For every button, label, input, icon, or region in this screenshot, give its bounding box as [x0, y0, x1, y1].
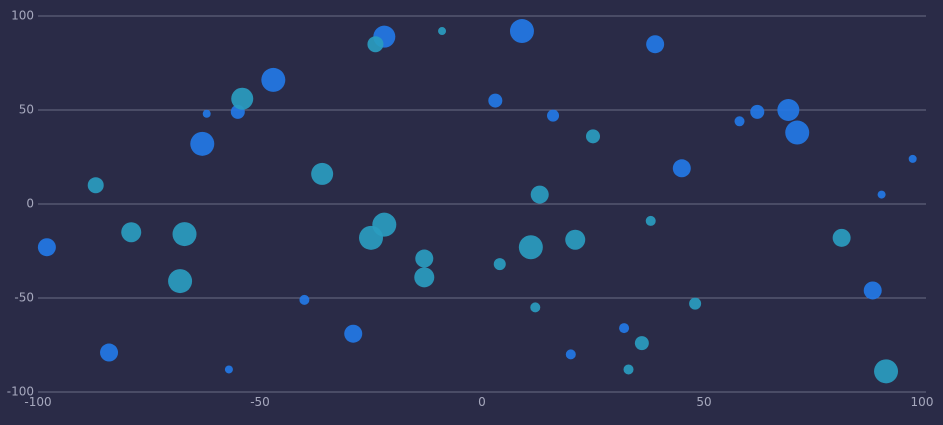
data-point	[672, 159, 691, 178]
x-axis-ticks: -100 -50 0 50 100	[24, 395, 933, 409]
y-axis-ticks: 100 50 0 -50 -100	[7, 9, 34, 399]
data-point	[87, 177, 104, 194]
data-point	[586, 129, 600, 144]
data-point	[415, 249, 434, 268]
data-point	[908, 154, 917, 163]
data-point	[777, 99, 800, 121]
x-tick-label: -50	[250, 395, 270, 409]
data-point	[874, 359, 899, 384]
data-point	[299, 294, 310, 305]
data-point	[863, 281, 882, 300]
data-point	[518, 235, 543, 260]
data-point	[623, 364, 634, 375]
data-point	[634, 336, 649, 351]
x-tick-label: 100	[911, 395, 934, 409]
y-tick-label: 0	[26, 197, 34, 211]
data-point	[689, 297, 702, 310]
data-point	[202, 109, 211, 118]
data-point	[493, 258, 506, 271]
y-tick-label: -50	[14, 291, 34, 305]
data-point	[438, 27, 447, 36]
data-point	[619, 323, 630, 334]
data-point	[100, 343, 119, 362]
data-point	[190, 131, 215, 156]
data-points	[37, 19, 917, 384]
data-point	[261, 67, 286, 92]
data-point	[372, 212, 397, 237]
data-point	[37, 238, 56, 257]
data-point	[530, 185, 549, 204]
data-point	[877, 190, 886, 199]
data-point	[646, 35, 665, 54]
data-point	[645, 215, 656, 226]
data-point	[488, 93, 503, 108]
data-point	[547, 109, 560, 122]
data-point	[414, 267, 435, 288]
x-tick-label: -100	[24, 395, 51, 409]
y-tick-label: 100	[11, 9, 34, 23]
gridlines	[38, 15, 926, 393]
x-tick-label: 0	[478, 395, 486, 409]
data-point	[367, 36, 384, 53]
data-point	[565, 349, 576, 360]
data-point	[832, 228, 851, 247]
data-point	[172, 222, 197, 247]
y-tick-label: -100	[7, 385, 34, 399]
data-point	[785, 120, 810, 145]
data-point	[750, 104, 765, 119]
data-point	[344, 324, 363, 343]
data-point	[311, 162, 334, 185]
x-tick-label: 50	[696, 395, 711, 409]
y-tick-label: 50	[19, 103, 34, 117]
data-point	[565, 229, 586, 250]
data-point	[530, 302, 541, 313]
data-point	[224, 365, 233, 374]
data-point	[509, 19, 534, 44]
data-point	[231, 87, 254, 110]
data-point	[734, 116, 745, 127]
data-point	[121, 222, 142, 243]
data-point	[168, 269, 193, 294]
